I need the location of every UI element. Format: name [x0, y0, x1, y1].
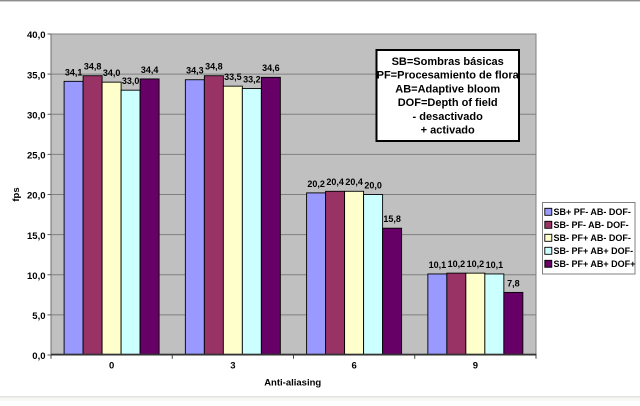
svg-text:SB- PF+ AB+ DOF-: SB- PF+ AB+ DOF- — [554, 246, 634, 256]
svg-text:Anti-aliasing: Anti-aliasing — [264, 378, 321, 389]
svg-text:15,8: 15,8 — [383, 214, 401, 224]
svg-text:AB=Adaptive bloom: AB=Adaptive bloom — [395, 83, 500, 95]
svg-text:0: 0 — [109, 361, 114, 372]
svg-text:fps: fps — [11, 187, 22, 201]
svg-text:10,2: 10,2 — [467, 259, 485, 269]
svg-text:10,0: 10,0 — [27, 271, 46, 282]
svg-text:34,6: 34,6 — [262, 63, 280, 73]
svg-text:10,1: 10,1 — [486, 260, 504, 270]
svg-text:SB+ PF- AB- DOF-: SB+ PF- AB- DOF- — [554, 207, 631, 217]
svg-text:34,1: 34,1 — [65, 67, 83, 77]
svg-text:20,0: 20,0 — [27, 191, 46, 202]
svg-text:20,0: 20,0 — [364, 180, 382, 190]
svg-text:5,0: 5,0 — [32, 311, 45, 322]
svg-text:+ activado: + activado — [421, 125, 475, 137]
svg-text:33,5: 33,5 — [224, 72, 242, 82]
svg-text:33,2: 33,2 — [243, 74, 261, 84]
svg-text:0,0: 0,0 — [32, 351, 45, 362]
svg-text:7,8: 7,8 — [507, 278, 520, 288]
svg-text:20,4: 20,4 — [326, 177, 344, 187]
svg-text:SB- PF+ AB- DOF-: SB- PF+ AB- DOF- — [554, 233, 631, 243]
svg-text:10,2: 10,2 — [448, 259, 466, 269]
svg-text:- desactivado: - desactivado — [413, 111, 484, 123]
svg-text:9: 9 — [473, 361, 478, 372]
svg-text:40,0: 40,0 — [27, 30, 46, 41]
svg-text:34,8: 34,8 — [84, 62, 102, 72]
svg-text:3: 3 — [230, 361, 235, 372]
svg-text:6: 6 — [351, 361, 356, 372]
svg-text:34,3: 34,3 — [186, 66, 204, 76]
svg-text:SB=Sombras básicas: SB=Sombras básicas — [392, 56, 504, 68]
svg-text:SB- PF+ AB+ DOF+: SB- PF+ AB+ DOF+ — [554, 259, 636, 269]
svg-text:33,0: 33,0 — [122, 76, 140, 86]
svg-text:15,0: 15,0 — [27, 231, 46, 242]
svg-text:20,4: 20,4 — [345, 177, 363, 187]
svg-text:10,1: 10,1 — [429, 260, 447, 270]
svg-text:34,8: 34,8 — [205, 62, 223, 72]
svg-text:25,0: 25,0 — [27, 151, 46, 162]
svg-text:PF=Procesamiento de flora: PF=Procesamiento de flora — [377, 70, 520, 82]
svg-text:34,0: 34,0 — [103, 68, 121, 78]
svg-text:DOF=Depth of field: DOF=Depth of field — [398, 97, 498, 109]
svg-text:20,2: 20,2 — [307, 179, 325, 189]
svg-text:35,0: 35,0 — [27, 70, 46, 81]
svg-text:30,0: 30,0 — [27, 110, 46, 121]
svg-text:SB- PF- AB- DOF-: SB- PF- AB- DOF- — [554, 220, 629, 230]
svg-text:34,4: 34,4 — [141, 65, 159, 75]
